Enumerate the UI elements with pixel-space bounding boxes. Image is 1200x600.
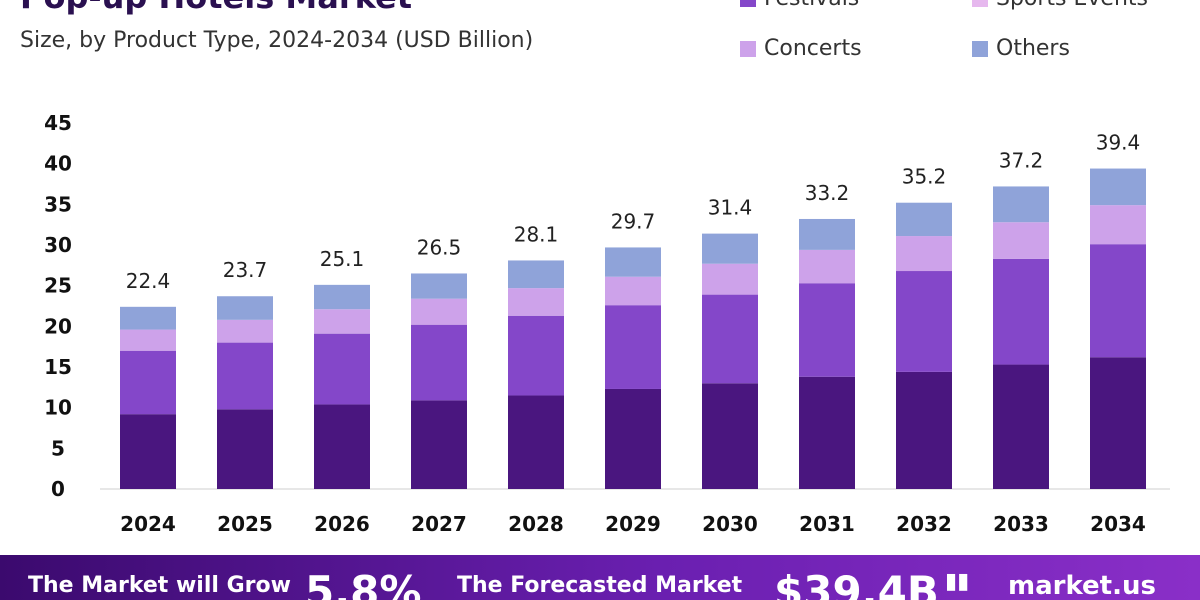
- bar-segment: [993, 258, 1049, 365]
- legend-swatch-concerts: [740, 40, 756, 57]
- footer-forecast-text: The Forecasted Market: [457, 573, 743, 598]
- bar-segment: [605, 305, 661, 389]
- bar-segment: [1090, 357, 1146, 489]
- bar-segment: [993, 222, 1049, 259]
- stacked-bar-chart: 05101520253035404522.4202423.7202525.120…: [44, 111, 1170, 536]
- footer-banner: The Market will Grow 5.8% The Forecasted…: [0, 555, 1200, 600]
- bar-total-label: 22.4: [126, 269, 171, 293]
- y-tick-label: 45: [44, 111, 72, 135]
- bar-segment: [217, 342, 273, 410]
- bar-segment: [508, 288, 564, 316]
- bar-total-label: 39.4: [1096, 131, 1141, 155]
- bar-total-label: 33.2: [805, 181, 850, 205]
- bar-segment: [799, 218, 855, 250]
- x-tick-label: 2034: [1090, 512, 1146, 536]
- legend-label-sports-events: Sports Events: [996, 0, 1148, 11]
- bar-segment: [702, 263, 758, 295]
- bar-segment: [605, 388, 661, 489]
- bar-segment: [702, 383, 758, 489]
- x-tick-label: 2033: [993, 512, 1049, 536]
- x-tick-label: 2031: [799, 512, 855, 536]
- y-tick-label: 15: [44, 355, 72, 379]
- bar-total-label: 35.2: [902, 165, 947, 189]
- y-tick-label: 0: [51, 477, 65, 501]
- legend-swatch-others: [972, 40, 988, 57]
- bar-segment: [799, 249, 855, 284]
- chart-title: Pop-up Hotels Market: [20, 0, 412, 16]
- bar-segment: [217, 319, 273, 343]
- bar-total-label: 31.4: [708, 196, 753, 220]
- bar-segment: [896, 271, 952, 372]
- bar-segment: [508, 315, 564, 396]
- y-tick-label: 25: [44, 274, 72, 298]
- legend-item-sports-events: Sports Events: [972, 0, 1148, 11]
- x-tick-label: 2024: [120, 512, 176, 536]
- bar-segment: [411, 324, 467, 401]
- legend-swatch-festivals: [740, 0, 756, 7]
- bar-total-label: 28.1: [514, 222, 559, 246]
- bar-segment: [993, 186, 1049, 223]
- legend-label-others: Others: [996, 36, 1070, 61]
- bar-segment: [508, 260, 564, 289]
- legend-item-concerts: Concerts: [740, 36, 862, 61]
- bar-segment: [605, 247, 661, 277]
- bar-segment: [896, 236, 952, 272]
- legend-item-festivals: Festivals: [740, 0, 859, 11]
- bar-segment: [120, 329, 176, 351]
- bar-segment: [605, 276, 661, 306]
- bar-segment: [1090, 244, 1146, 358]
- bar-segment: [314, 404, 370, 489]
- bar-total-label: 25.1: [320, 247, 365, 271]
- x-tick-label: 2029: [605, 512, 661, 536]
- legend-item-others: Others: [972, 36, 1070, 61]
- bar-segment: [217, 409, 273, 489]
- y-tick-label: 30: [44, 233, 72, 257]
- bar-total-label: 37.2: [999, 148, 1044, 172]
- bar-total-label: 29.7: [611, 209, 656, 233]
- bar-segment: [120, 350, 176, 415]
- bar-segment: [217, 296, 273, 320]
- y-tick-label: 5: [51, 436, 65, 460]
- bar-segment: [799, 283, 855, 377]
- bar-segment: [411, 400, 467, 489]
- bar-segment: [314, 333, 370, 405]
- footer-cagr: 5.8%: [305, 567, 422, 600]
- x-tick-label: 2030: [702, 512, 758, 536]
- bar-segment: [120, 414, 176, 489]
- bar-segment: [508, 395, 564, 489]
- x-tick-label: 2032: [896, 512, 952, 536]
- bar-total-label: 23.7: [223, 258, 268, 282]
- y-tick-label: 10: [44, 396, 72, 420]
- footer-grow-text: The Market will Grow: [28, 573, 291, 598]
- y-tick-label: 40: [44, 152, 72, 176]
- footer-forecast-value: $39.4B: [774, 567, 939, 600]
- bar-segment: [411, 298, 467, 325]
- bar-segment: [1090, 205, 1146, 245]
- bar-segment: [896, 371, 952, 489]
- legend-label-festivals: Festivals: [764, 0, 859, 11]
- x-tick-label: 2028: [508, 512, 564, 536]
- footer-brand: market.us: [1008, 571, 1156, 600]
- x-tick-label: 2025: [217, 512, 273, 536]
- bar-segment: [314, 309, 370, 334]
- x-tick-label: 2026: [314, 512, 370, 536]
- bar-segment: [411, 273, 467, 299]
- legend-swatch-sports-events: [972, 0, 988, 7]
- bar-segment: [1090, 168, 1146, 206]
- chart-subtitle: Size, by Product Type, 2024-2034 (USD Bi…: [20, 28, 534, 53]
- bar-segment: [896, 202, 952, 237]
- bar-segment: [314, 284, 370, 310]
- bar-segment: [993, 364, 1049, 489]
- bar-segment: [120, 306, 176, 330]
- bar-segment: [702, 294, 758, 384]
- y-tick-label: 35: [44, 192, 72, 216]
- bar-total-label: 26.5: [417, 235, 462, 259]
- legend-label-concerts: Concerts: [764, 36, 862, 61]
- bar-segment: [702, 233, 758, 264]
- x-tick-label: 2027: [411, 512, 467, 536]
- bar-segment: [799, 376, 855, 489]
- brand-icon: ▮▮: [945, 569, 970, 594]
- y-tick-label: 20: [44, 314, 72, 338]
